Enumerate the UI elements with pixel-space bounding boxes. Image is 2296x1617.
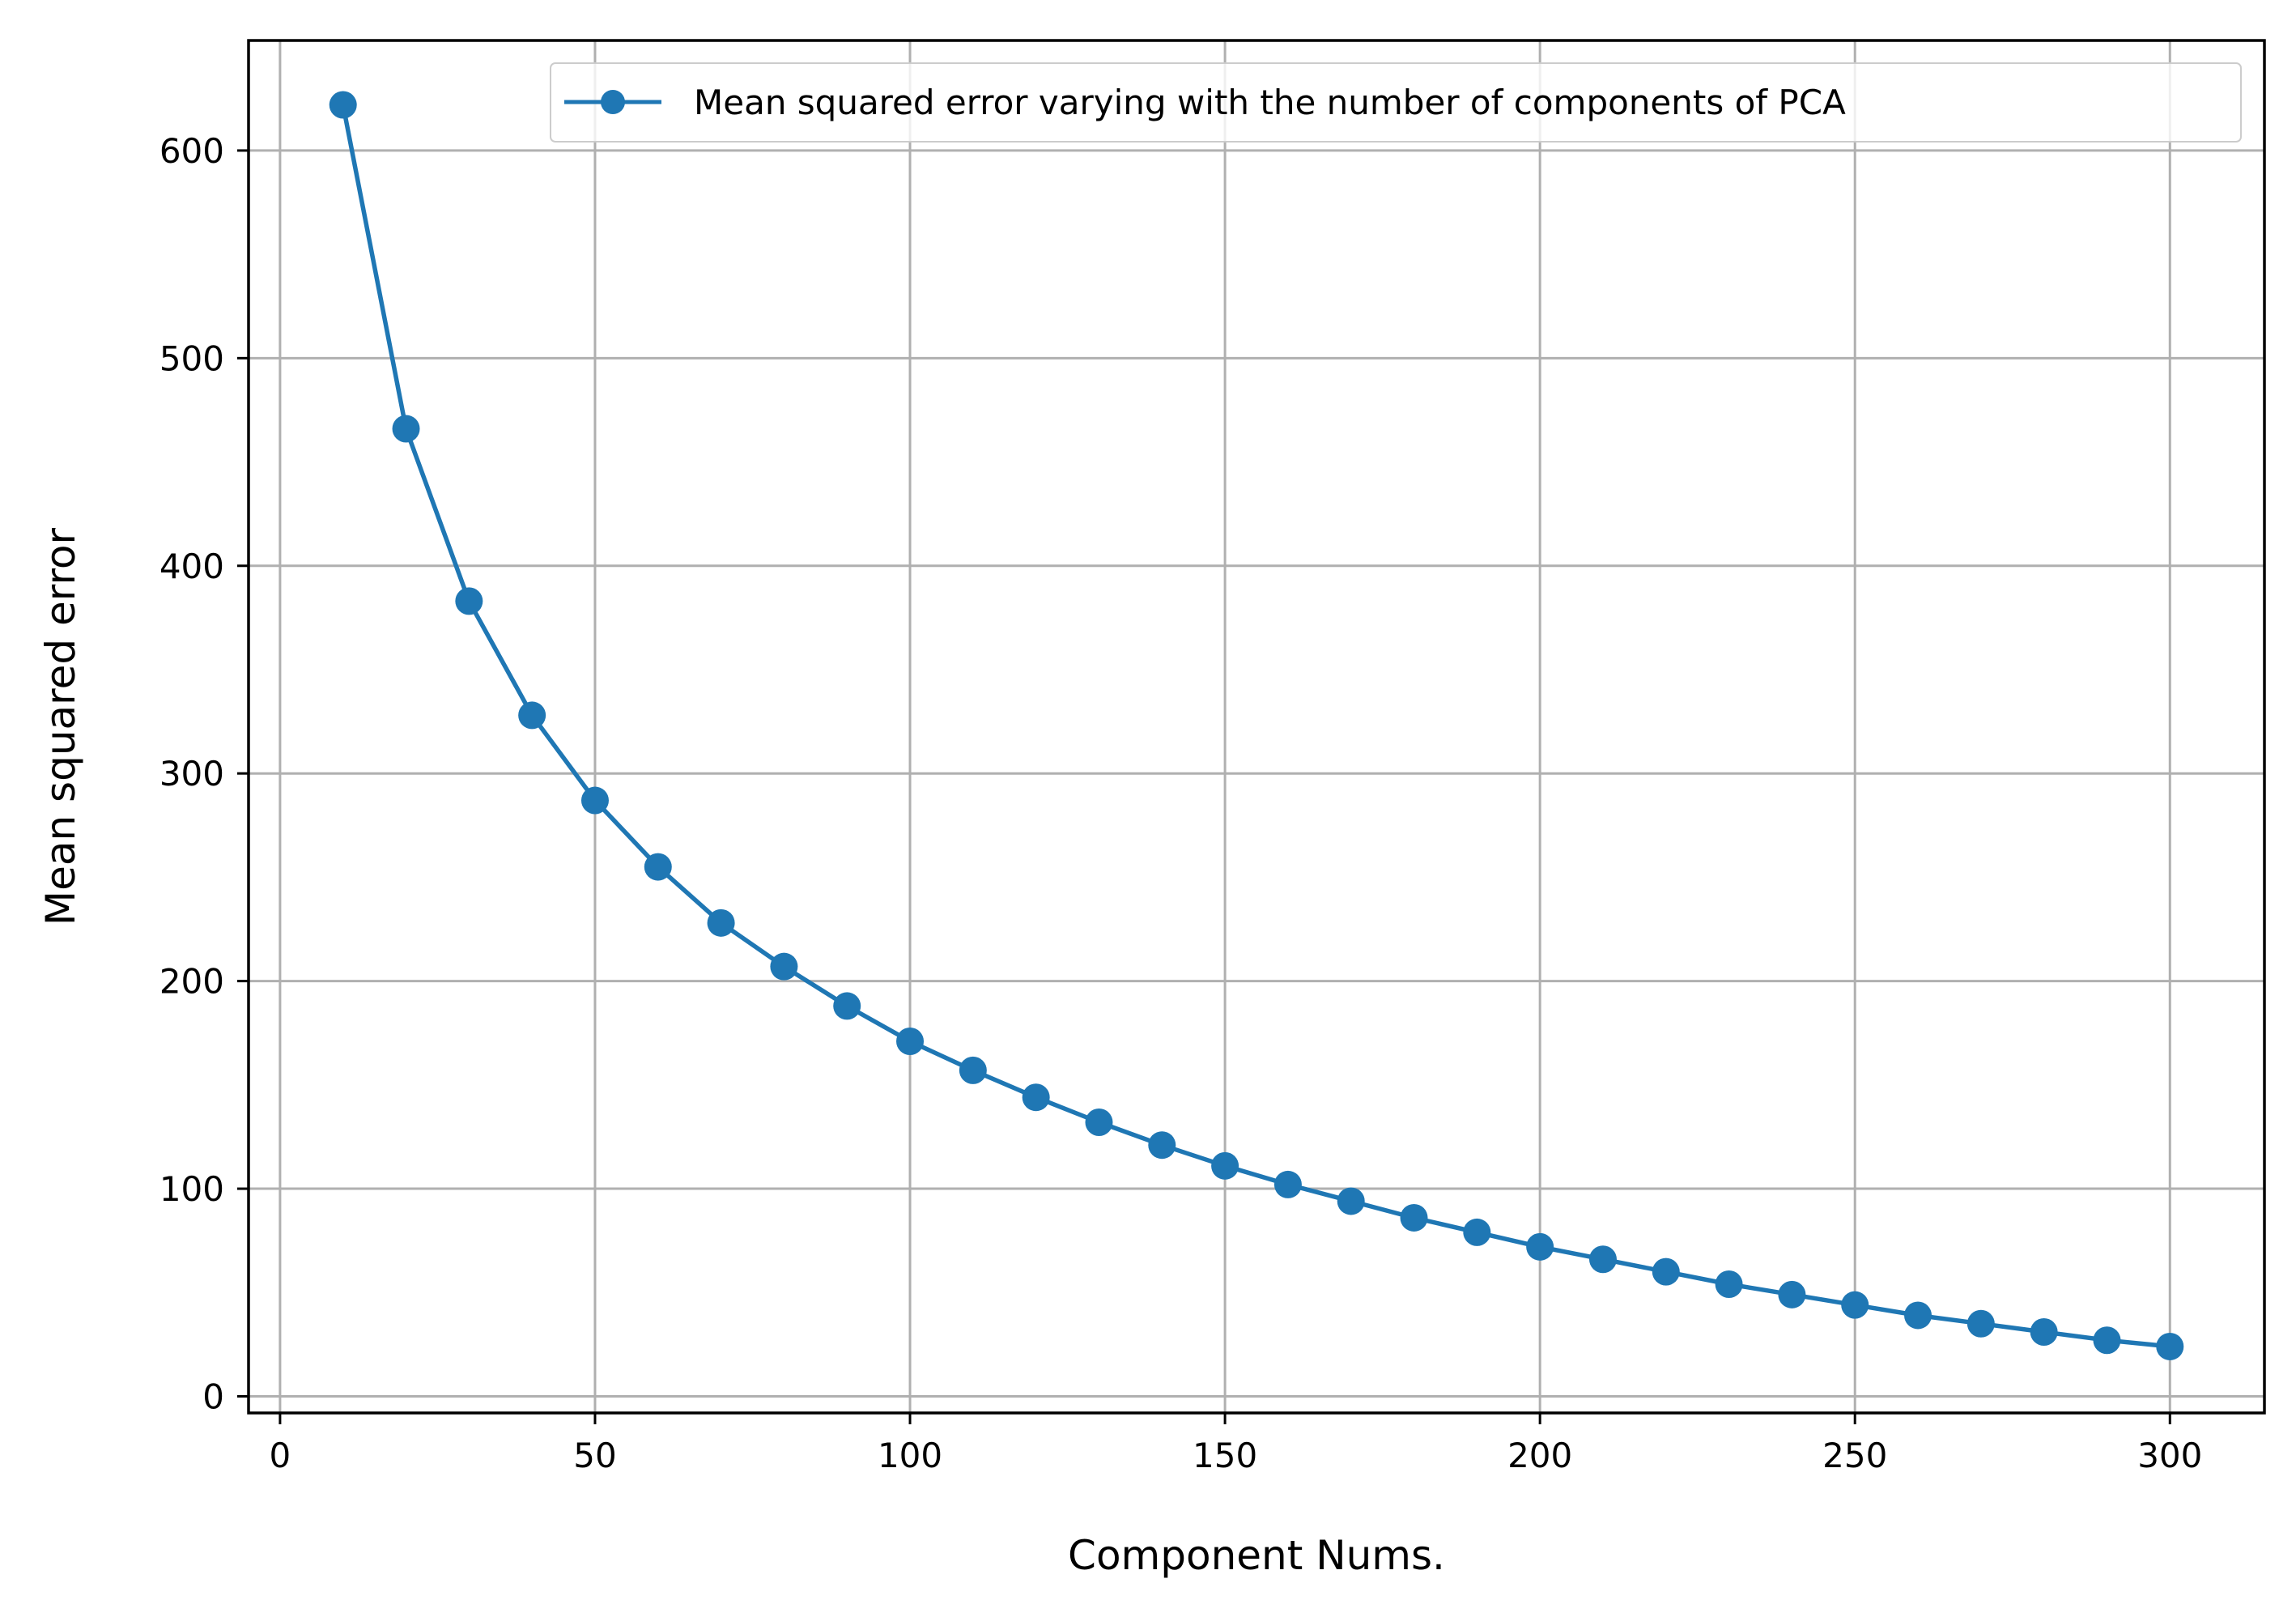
data-point bbox=[518, 701, 546, 730]
y-tick-label: 100 bbox=[159, 1169, 224, 1209]
y-tick-label: 300 bbox=[159, 754, 224, 794]
x-tick-label: 300 bbox=[2137, 1436, 2202, 1475]
data-point bbox=[1148, 1131, 1176, 1160]
data-point bbox=[1966, 1309, 1995, 1338]
data-point bbox=[1652, 1257, 1680, 1286]
legend-entry-label: Mean squared error varying with the numb… bbox=[694, 83, 1846, 122]
x-tick-label: 50 bbox=[573, 1436, 616, 1475]
y-tick-label: 200 bbox=[159, 962, 224, 1002]
legend-box bbox=[550, 62, 2242, 143]
data-point bbox=[1778, 1280, 1806, 1308]
data-point bbox=[1337, 1187, 1365, 1215]
x-tick-label: 250 bbox=[1822, 1436, 1887, 1475]
y-axis-label: Mean squared error bbox=[37, 527, 84, 926]
data-point bbox=[1400, 1203, 1428, 1232]
x-axis-label: Component Nums. bbox=[1068, 1532, 1445, 1579]
data-point bbox=[1022, 1083, 1050, 1112]
y-tick-label: 600 bbox=[159, 131, 224, 171]
x-tick-label: 0 bbox=[270, 1436, 291, 1475]
data-point bbox=[1526, 1232, 1554, 1261]
data-point bbox=[707, 908, 735, 937]
y-tick-label: 500 bbox=[159, 338, 224, 378]
data-point bbox=[1841, 1291, 1869, 1319]
data-point bbox=[1588, 1245, 1617, 1274]
y-tick-label: 400 bbox=[159, 547, 224, 586]
data-point bbox=[644, 853, 672, 881]
data-point bbox=[770, 952, 798, 981]
data-point bbox=[2093, 1326, 2121, 1355]
data-point bbox=[2030, 1317, 2058, 1346]
data-point bbox=[1085, 1108, 1113, 1136]
grid bbox=[249, 40, 2264, 1413]
data-point bbox=[1273, 1170, 1302, 1198]
ticks: 0 50 100 150 200 250 300 0 100 200 300 400 500 600 bbox=[159, 131, 2203, 1475]
x-tick-label: 150 bbox=[1193, 1436, 1257, 1475]
data-point bbox=[896, 1027, 925, 1055]
data-point bbox=[833, 992, 861, 1020]
data-point bbox=[392, 415, 420, 443]
data-point bbox=[455, 587, 483, 615]
data-point bbox=[580, 786, 609, 815]
data-point bbox=[329, 91, 357, 119]
data-point bbox=[959, 1056, 987, 1084]
series-group bbox=[329, 91, 2184, 1360]
data-point bbox=[1715, 1270, 1743, 1299]
y-tick-label: 0 bbox=[202, 1377, 224, 1416]
data-point bbox=[1211, 1151, 1239, 1180]
legend-marker bbox=[601, 90, 625, 114]
data-point bbox=[2156, 1332, 2184, 1360]
legend: Mean squared error varying with the numb… bbox=[550, 62, 2242, 143]
x-tick-label: 200 bbox=[1507, 1436, 1572, 1475]
data-point bbox=[1904, 1301, 1932, 1330]
plot-frame bbox=[247, 39, 2266, 1415]
data-point bbox=[1463, 1218, 1491, 1246]
x-tick-label: 100 bbox=[878, 1436, 942, 1475]
